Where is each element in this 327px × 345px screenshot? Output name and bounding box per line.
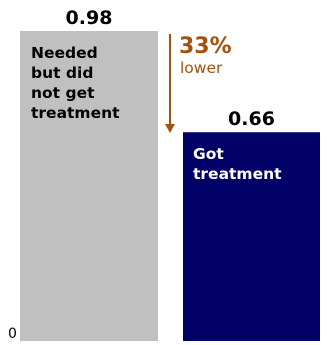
bar-category-label-line: treatment bbox=[193, 165, 282, 183]
bar-1 bbox=[20, 31, 158, 341]
bar-category-label-1: Needed but did not get treatment bbox=[31, 44, 120, 122]
y-axis-zero-tick-label: 0 bbox=[8, 326, 17, 342]
bar-category-label-line: but did bbox=[31, 64, 93, 82]
value-labels-group: 0.98 0.66 bbox=[66, 7, 275, 130]
bars-group bbox=[20, 31, 320, 341]
bar-value-label-2: 0.66 bbox=[228, 108, 275, 130]
bar-category-label-2: Got treatment bbox=[193, 145, 282, 183]
difference-percent-label: 33% bbox=[179, 34, 232, 59]
bar-category-label-line: not get bbox=[31, 84, 95, 102]
difference-direction-label: lower bbox=[180, 59, 223, 77]
difference-annotation: 33% lower bbox=[165, 34, 232, 133]
bar-category-label-line: treatment bbox=[31, 104, 120, 122]
bar-2 bbox=[183, 132, 320, 341]
difference-arrow-head bbox=[165, 124, 175, 133]
bar-value-label-1: 0.98 bbox=[66, 7, 113, 29]
bar-category-label-line: Needed bbox=[31, 44, 98, 62]
bar-category-labels-group: Needed but did not get treatment Got treatmen… bbox=[31, 44, 282, 183]
bar-category-label-line: Got bbox=[193, 145, 224, 163]
